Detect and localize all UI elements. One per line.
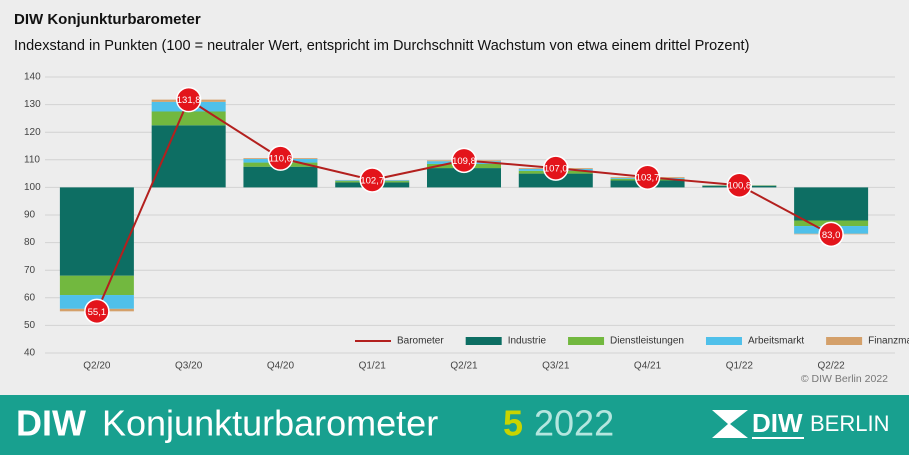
footer-year: 2022 <box>534 403 614 444</box>
data-label: 102,7 <box>360 175 384 186</box>
marker <box>818 221 844 248</box>
y-tick-label: 40 <box>24 348 36 359</box>
footer-title: Konjunkturbarometer <box>102 403 438 444</box>
legend-swatch <box>465 337 502 345</box>
chart-title: DIW Konjunkturbarometer <box>14 11 201 28</box>
marker <box>543 155 569 181</box>
legend-label: Arbeitsmarkt <box>748 336 804 347</box>
data-label: 110,6 <box>269 154 292 165</box>
marker <box>267 145 294 171</box>
marker <box>726 172 753 198</box>
x-tick-label: Q2/21 <box>450 361 478 372</box>
logo-underline <box>752 437 804 439</box>
y-tick-label: 130 <box>24 99 41 110</box>
y-tick-label: 60 <box>24 292 36 303</box>
logo-berlin: BERLIN <box>810 411 889 436</box>
marker <box>451 147 477 174</box>
marker <box>359 167 385 193</box>
x-tick-label: Q2/20 <box>83 361 111 372</box>
y-tick-label: 100 <box>24 182 41 193</box>
data-label: 55,1 <box>88 307 107 318</box>
bar-segment <box>59 275 134 296</box>
footer-banner <box>0 395 909 455</box>
footer-issue: 5 <box>503 403 523 444</box>
x-tick-label: Q1/22 <box>726 361 754 372</box>
legend-swatch <box>705 337 742 345</box>
logo-mark <box>712 410 748 438</box>
background <box>0 0 909 395</box>
y-tick-label: 90 <box>24 210 36 221</box>
data-label: 131,8 <box>177 95 201 106</box>
y-tick-label: 50 <box>24 320 36 331</box>
bar-segment <box>427 168 501 188</box>
legend-label: Industrie <box>508 336 547 347</box>
bar-segment <box>151 111 226 126</box>
bar-segment <box>794 187 869 221</box>
legend-label: Barometer <box>397 336 444 347</box>
legend-swatch <box>826 337 863 345</box>
bar-segment <box>243 166 318 188</box>
y-tick-label: 140 <box>24 72 41 83</box>
legend-label: Finanzmarkt <box>868 336 909 347</box>
bar-segment <box>59 187 134 276</box>
marker <box>175 86 202 113</box>
x-tick-label: Q2/22 <box>817 361 845 372</box>
legend-label: Dienstleistungen <box>610 336 684 347</box>
chart-subtitle: Indexstand in Punkten (100 = neutraler W… <box>14 38 749 54</box>
x-tick-label: Q3/21 <box>542 361 570 372</box>
y-tick-label: 120 <box>24 127 41 138</box>
data-label: 103,7 <box>636 173 660 184</box>
y-tick-label: 70 <box>24 265 36 276</box>
x-tick-label: Q4/20 <box>267 361 295 372</box>
data-label: 107,0 <box>544 164 568 175</box>
y-tick-label: 110 <box>24 154 40 165</box>
marker <box>84 298 110 325</box>
x-tick-label: Q4/21 <box>634 361 662 372</box>
y-tick-label: 80 <box>24 237 36 248</box>
legend-swatch <box>568 337 605 345</box>
data-label: 100,8 <box>727 181 751 192</box>
data-label: 83,0 <box>822 230 841 241</box>
marker <box>634 164 661 190</box>
x-tick-label: Q1/21 <box>359 361 387 372</box>
logo-diw: DIW <box>752 408 803 438</box>
source: © DIW Berlin 2022 <box>801 373 888 385</box>
x-tick-label: Q3/20 <box>175 361 203 372</box>
footer-title-bold: DIW <box>16 403 86 444</box>
bar-segment <box>151 125 226 188</box>
data-label: 109,8 <box>452 156 476 167</box>
